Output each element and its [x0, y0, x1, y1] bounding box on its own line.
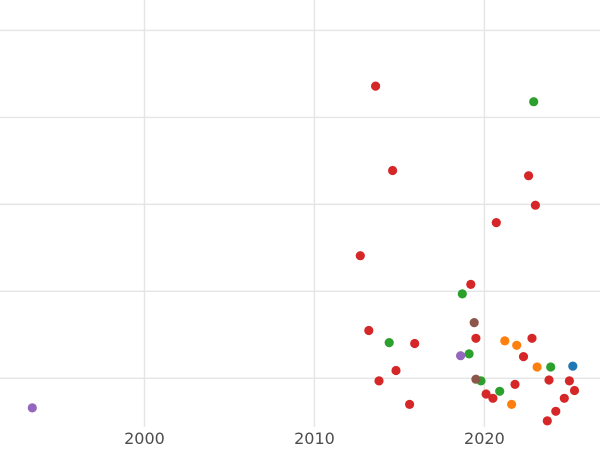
- data-point-blue: [568, 361, 578, 371]
- data-point-green: [384, 338, 394, 348]
- data-point-brown: [469, 318, 479, 328]
- data-point-red: [542, 416, 552, 426]
- x-tick-label: 2010: [294, 429, 335, 448]
- data-point-orange: [500, 336, 510, 346]
- data-point-green: [464, 349, 474, 359]
- x-tick-label: 2020: [464, 429, 505, 448]
- data-point-red: [410, 338, 420, 349]
- data-point-red: [471, 333, 481, 343]
- data-point-red: [374, 376, 384, 386]
- data-point-red: [527, 333, 537, 343]
- data-point-red: [518, 352, 529, 362]
- data-point-red: [551, 406, 561, 416]
- data-point-red: [530, 200, 541, 210]
- data-point-brown: [471, 374, 481, 384]
- data-point-orange: [512, 340, 522, 350]
- data-point-red: [466, 279, 476, 289]
- data-point-red: [524, 171, 534, 181]
- data-point-red: [391, 365, 401, 376]
- data-point-red: [388, 165, 398, 176]
- data-point-red: [510, 379, 520, 389]
- data-point-red: [559, 393, 569, 403]
- data-point-red: [371, 81, 381, 91]
- data-point-red: [405, 399, 415, 409]
- data-point-green: [546, 362, 556, 372]
- data-point-red: [488, 393, 498, 403]
- data-point-orange: [532, 362, 542, 372]
- x-tick-label: 2000: [124, 429, 165, 448]
- data-point-red: [569, 385, 580, 396]
- data-point-orange: [507, 399, 517, 409]
- data-point-green: [529, 97, 539, 107]
- data-point-purple: [27, 403, 37, 413]
- data-point-red: [481, 389, 491, 399]
- data-point-red: [364, 325, 374, 336]
- data-point-red: [491, 218, 501, 228]
- data-point-red: [355, 251, 365, 261]
- data-point-red: [564, 376, 575, 386]
- data-point-red: [544, 375, 554, 385]
- data-point-green: [457, 289, 467, 299]
- data-point-purple: [456, 351, 466, 361]
- data-point-green: [495, 386, 505, 396]
